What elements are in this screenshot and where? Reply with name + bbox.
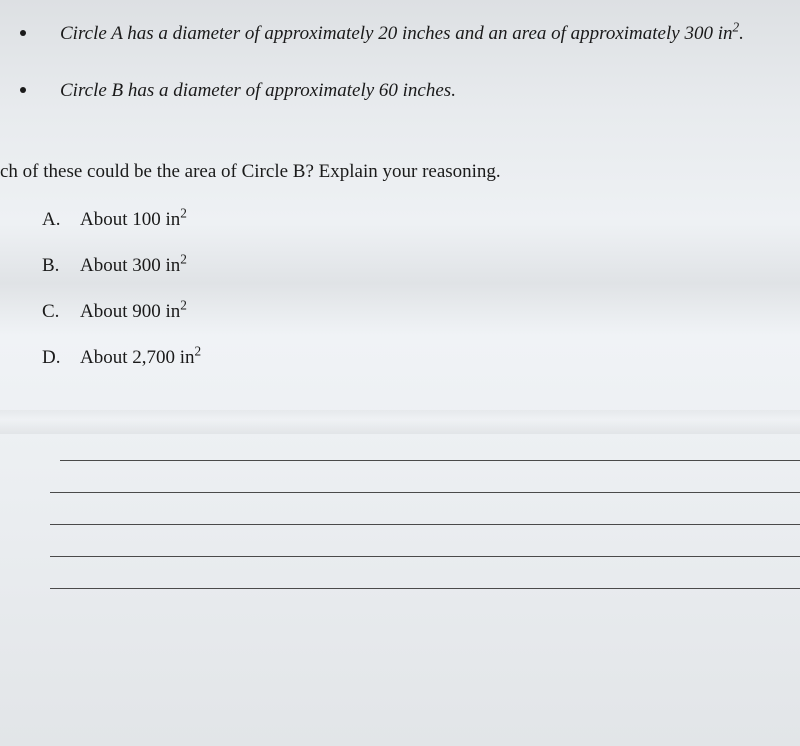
superscript: 2 [180,206,187,221]
option-letter: D. [42,347,80,369]
document-content: Circle A has a diameter of approximately… [0,0,800,589]
bullet-dot-icon [20,87,26,93]
bullet-text: Circle A has a diameter of approximately… [60,20,744,49]
option-text: About 300 in2 [80,255,187,277]
superscript: 2 [180,252,187,267]
answer-line [50,461,800,493]
text-segment: About 2,700 in [80,347,195,368]
option-letter: B. [42,255,80,277]
answer-line [50,557,800,589]
bullet-list: Circle A has a diameter of approximately… [0,20,800,105]
option-text: About 2,700 in2 [80,347,201,369]
text-segment: Circle A has a diameter of approximately… [60,23,732,44]
text-segment: About 100 in [80,209,180,230]
text-segment: About 300 in [80,255,180,276]
answer-line [50,525,800,557]
bullet-dot-icon [20,30,26,36]
superscript: 2 [195,344,202,359]
answer-lines [0,429,800,589]
paper-crease [0,410,800,434]
bullet-item: Circle A has a diameter of approximately… [0,20,800,49]
option-letter: C. [42,301,80,323]
text-segment: About 900 in [80,301,180,322]
option-d: D. About 2,700 in2 [42,347,800,369]
answer-line [50,493,800,525]
option-a: A. About 100 in2 [42,209,800,231]
bullet-text: Circle B has a diameter of approximately… [60,77,456,106]
text-segment: . [739,23,744,44]
options-list: A. About 100 in2 B. About 300 in2 C. Abo… [0,209,800,369]
question-text: ch of these could be the area of Circle … [0,161,800,183]
superscript: 2 [180,298,187,313]
bullet-item: Circle B has a diameter of approximately… [0,77,800,106]
option-letter: A. [42,209,80,231]
option-text: About 900 in2 [80,301,187,323]
option-c: C. About 900 in2 [42,301,800,323]
option-b: B. About 300 in2 [42,255,800,277]
text-segment: Circle B has a diameter of approximately… [60,80,456,101]
option-text: About 100 in2 [80,209,187,231]
